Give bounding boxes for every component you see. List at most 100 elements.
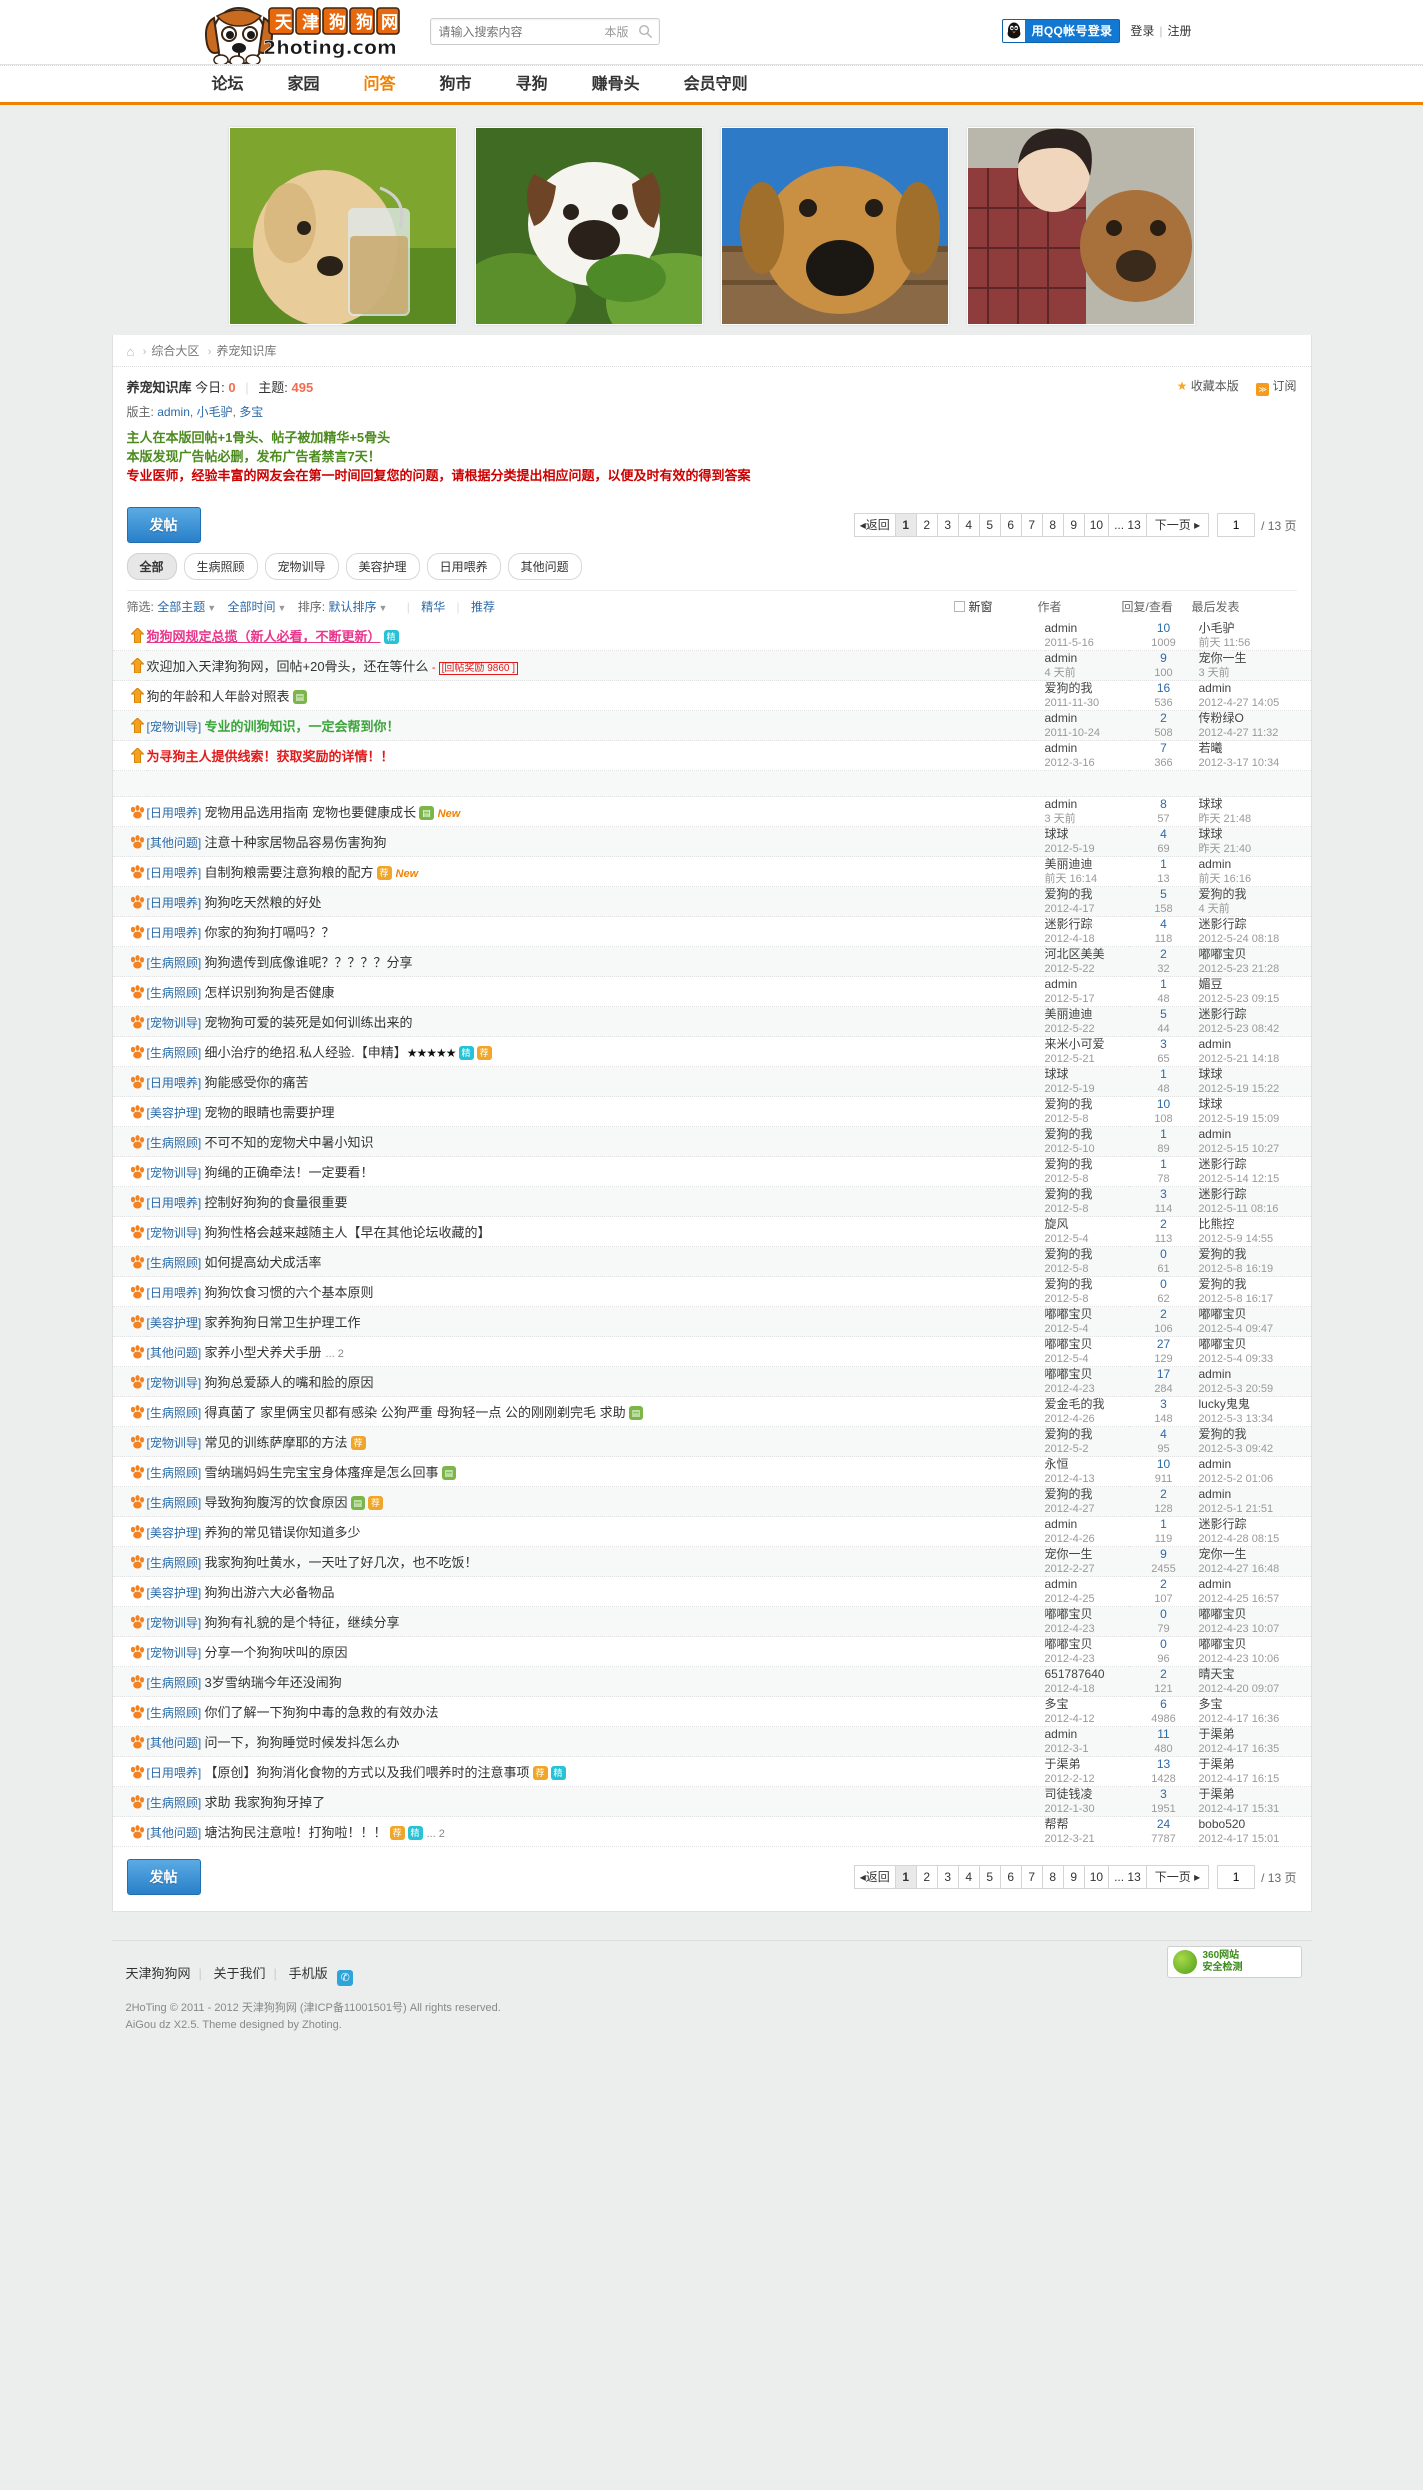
thread-last-author-link[interactable]: 迷影行踪 xyxy=(1198,917,1247,931)
thread-author-link[interactable]: 旋风 xyxy=(1044,1217,1069,1231)
thread-title-link[interactable]: 不可不知的宠物犬中暑小知识 xyxy=(204,1135,374,1150)
thread-category[interactable]: [日用喂养] xyxy=(146,1766,202,1780)
thread-title-link[interactable]: 怎样识别狗狗是否健康 xyxy=(204,985,335,1000)
table-row[interactable]: [日用喂养] 控制好狗狗的食量很重要 爱狗的我 2012-5-8 3 114 迷影行踪 20… xyxy=(112,1186,1311,1217)
thread-category[interactable]: [其他问题] xyxy=(146,1826,202,1840)
thread-title-link[interactable]: 细小治疗的绝招.私人经验.【申精】 xyxy=(204,1045,407,1060)
table-row[interactable]: [宠物训导] 专业的训狗知识，一定会帮到你！ admin 2011-10-24 2 50… xyxy=(112,710,1311,741)
filter-recommend[interactable]: 推荐 xyxy=(471,600,496,614)
table-row[interactable]: [美容护理] 狗狗出游六大必备物品 admin 2012-4-25 2 107 admin… xyxy=(112,1577,1311,1607)
thread-title-link[interactable]: 自制狗粮需要注意狗粮的配方 xyxy=(204,865,374,880)
thread-last-author-link[interactable]: 若曦 xyxy=(1198,741,1223,755)
thread-title-link[interactable]: 如何提高幼犬成活率 xyxy=(204,1255,322,1270)
thread-category[interactable]: [美容护理] xyxy=(146,1316,202,1330)
thread-category[interactable]: [宠物训导] xyxy=(146,1016,202,1030)
thread-category[interactable]: [生病照顾] xyxy=(146,1496,202,1510)
thread-title-link[interactable]: 我家狗狗吐黄水，一天吐了好几次，也不吃饭！ xyxy=(204,1555,478,1570)
thread-title-link[interactable]: 【原创】狗狗消化食物的方式以及我们喂养时的注意事项 xyxy=(204,1765,530,1780)
moderator-1[interactable]: 小毛驴 xyxy=(196,405,233,419)
thread-category[interactable]: [日用喂养] xyxy=(146,1286,202,1300)
pagination-page-10-bottom[interactable]: 10 xyxy=(1083,1865,1110,1889)
thread-last-author-link[interactable]: 迷影行踪 xyxy=(1198,1517,1247,1531)
table-row[interactable]: [其他问题] 问一下，狗狗睡觉时候发抖怎么办 admin 2012-3-1 11 480… xyxy=(112,1726,1311,1757)
thread-title-link[interactable]: 宠物狗可爱的装死是如何训练出来的 xyxy=(204,1015,413,1030)
table-row[interactable]: [日用喂养] 自制狗粮需要注意狗粮的配方荐 New 美丽迪迪 前天 16:14 1 13 a… xyxy=(112,857,1311,887)
sort-dropdown[interactable]: 默认排序 xyxy=(328,600,377,614)
thread-title-link[interactable]: 控制好狗狗的食量很重要 xyxy=(204,1195,348,1210)
thread-title-link[interactable]: 注意十种家居物品容易伤害狗狗 xyxy=(204,835,387,850)
table-row[interactable]: [生病照顾] 狗狗遗传到底像谁呢？？？？？分享 河北区美美 2012-5-22 2 32… xyxy=(112,946,1311,977)
thread-category[interactable]: [日用喂养] xyxy=(146,926,202,940)
thread-author-link[interactable]: 嘟嘟宝贝 xyxy=(1044,1637,1093,1651)
table-row[interactable]: [其他问题] 塘沽狗民注意啦！打狗啦！！！荐精... 2 帮帮 2012-3-21 2… xyxy=(112,1817,1311,1847)
thread-title-link[interactable]: 宠物的眼睛也需要护理 xyxy=(204,1105,335,1120)
thread-title-link[interactable]: 你家的狗狗打嗝吗？？ xyxy=(204,925,335,940)
thread-page-links[interactable]: ... 2 xyxy=(325,1348,344,1360)
pagination-page-5-bottom[interactable]: 5 xyxy=(978,1865,1001,1889)
thread-author-link[interactable]: 河北区美美 xyxy=(1044,947,1105,961)
footer-link-2[interactable]: 手机版 xyxy=(288,1966,328,1981)
pagination-page-4-top[interactable]: 4 xyxy=(957,513,980,537)
thread-last-author-link[interactable]: 小毛驴 xyxy=(1198,621,1235,635)
nav-item-2[interactable]: 问答 xyxy=(363,75,396,93)
thread-author-link[interactable]: 651787640 xyxy=(1044,1667,1105,1681)
thread-author-link[interactable]: 嘟嘟宝贝 xyxy=(1044,1307,1093,1321)
thread-author-link[interactable]: 爱狗的我 xyxy=(1044,1487,1093,1501)
banner-image-1[interactable] xyxy=(228,127,457,325)
thread-title-link[interactable]: 狗狗遗传到底像谁呢？？？？？分享 xyxy=(204,955,413,970)
thread-last-author-link[interactable]: 球球 xyxy=(1198,1067,1223,1081)
thread-title-link[interactable]: 狗能感受你的痛苦 xyxy=(204,1075,309,1090)
nav-item-0[interactable]: 论坛 xyxy=(211,75,244,93)
thread-last-author-link[interactable]: 于渠弟 xyxy=(1198,1727,1235,1741)
thread-last-author-link[interactable]: 嘟嘟宝贝 xyxy=(1198,1337,1247,1351)
thread-author-link[interactable]: 来米小可爱 xyxy=(1044,1037,1105,1051)
table-row[interactable]: [日用喂养] 狗狗饮食习惯的六个基本原则 爱狗的我 2012-5-8 0 62 爱狗的我 2… xyxy=(112,1277,1311,1307)
thread-category[interactable]: [生病照顾] xyxy=(146,1706,202,1720)
thread-last-author-link[interactable]: admin xyxy=(1198,1457,1232,1471)
pagination-page-2-top[interactable]: 2 xyxy=(915,513,938,537)
thread-last-author-link[interactable]: 传粉绿O xyxy=(1198,711,1244,725)
thread-author-link[interactable]: admin xyxy=(1044,977,1078,991)
thread-page-links[interactable]: ... 2 xyxy=(426,1828,445,1840)
thread-last-author-link[interactable]: 于渠弟 xyxy=(1198,1757,1235,1771)
pagination-page-1-top[interactable]: 1 xyxy=(894,513,917,537)
pagination-ellipsis-top[interactable]: ... 13 xyxy=(1108,513,1147,537)
table-row[interactable]: [宠物训导] 分享一个狗狗吠叫的原因 嘟嘟宝贝 2012-4-23 0 96 嘟嘟宝贝 20… xyxy=(112,1637,1311,1667)
pagination-page-5-top[interactable]: 5 xyxy=(978,513,1001,537)
table-row[interactable]: [日用喂养] 宠物用品选用指南 宠物也要健康成长 ▤ New admin 3 天前 8 57… xyxy=(112,797,1311,827)
register-link[interactable]: 注册 xyxy=(1167,24,1192,38)
newwindow-checkbox-wrap[interactable]: 新窗 xyxy=(953,598,1038,615)
thread-author-link[interactable]: 爱金毛的我 xyxy=(1044,1397,1105,1411)
type-filter-4[interactable]: 日用喂养 xyxy=(426,553,501,580)
thread-title-link[interactable]: 问一下，狗狗睡觉时候发抖怎么办 xyxy=(204,1735,400,1750)
thread-last-author-link[interactable]: admin xyxy=(1198,857,1232,871)
thread-author-link[interactable]: admin xyxy=(1044,621,1078,635)
pagination-back-top[interactable]: ◂返回 xyxy=(853,513,896,537)
banner-image-2[interactable] xyxy=(474,127,703,325)
thread-last-author-link[interactable]: admin xyxy=(1198,1127,1232,1141)
thread-title-link[interactable]: 狗狗总爱舔人的嘴和脸的原因 xyxy=(204,1375,374,1390)
thread-author-link[interactable]: 宠你一生 xyxy=(1044,1547,1093,1561)
thread-last-author-link[interactable]: 爱狗的我 xyxy=(1198,1427,1247,1441)
thread-title-link[interactable]: 得真菌了 家里俩宝贝都有感染 公狗严重 母狗轻一点 公的刚刚剃完毛 求助 xyxy=(204,1405,626,1420)
pagination-page-3-bottom[interactable]: 3 xyxy=(936,1865,959,1889)
post-button-bottom[interactable]: 发帖 xyxy=(126,1859,201,1895)
thread-author-link[interactable]: 嘟嘟宝贝 xyxy=(1044,1337,1093,1351)
thread-category[interactable]: [美容护理] xyxy=(146,1526,202,1540)
footer-link-0[interactable]: 天津狗狗网 xyxy=(125,1966,191,1981)
nav-item-3[interactable]: 狗市 xyxy=(439,75,472,93)
thread-author-link[interactable]: admin xyxy=(1044,1517,1078,1531)
thread-title-link[interactable]: 为寻狗主人提供线索！获取奖励的详情！！ xyxy=(146,749,394,764)
table-row[interactable]: [生病照顾] 导致狗狗腹泻的饮食原因 ▤ 荐爱狗的我 2012-4-27 2 128 adm… xyxy=(112,1486,1311,1517)
thread-category[interactable]: [其他问题] xyxy=(146,1346,202,1360)
table-row[interactable]: [生病照顾] 怎样识别狗狗是否健康 admin 2012-5-17 1 48 媚豆 2012… xyxy=(112,977,1311,1007)
type-filter-3[interactable]: 美容护理 xyxy=(345,553,420,580)
thread-author-link[interactable]: 爱狗的我 xyxy=(1044,1187,1093,1201)
thread-title-link[interactable]: 专业的训狗知识，一定会帮到你！ xyxy=(204,719,400,734)
thread-title-link[interactable]: 狗绳的正确牵法！一定要看！ xyxy=(204,1165,374,1180)
thread-category[interactable]: [日用喂养] xyxy=(146,866,202,880)
table-row[interactable]: [其他问题] 注意十种家居物品容易伤害狗狗 球球 2012-5-19 4 69 球球 昨天 … xyxy=(112,826,1311,857)
thread-category[interactable]: [生病照顾] xyxy=(146,956,202,970)
post-button-top[interactable]: 发帖 xyxy=(126,507,201,543)
table-row[interactable]: [生病照顾] 雪纳瑞妈妈生完宝宝身体瘙痒是怎么回事 ▤ 永恒 2012-4-13 10 9… xyxy=(112,1457,1311,1487)
